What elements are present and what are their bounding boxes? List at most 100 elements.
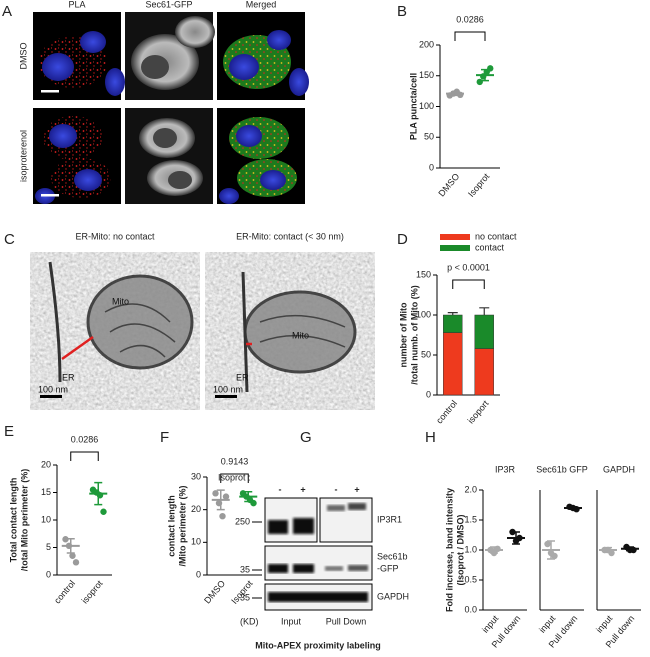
caption: Mito-APEX proximity labeling [255, 640, 381, 650]
panel-letter: C [4, 231, 15, 248]
error-bar [481, 68, 489, 82]
y-tick-label: 20 [191, 504, 201, 514]
x-tick-label: control [52, 578, 77, 605]
x-tick-label: DMSO [436, 171, 461, 198]
error-bar [479, 307, 490, 315]
y-tick-label: 0 [196, 569, 201, 579]
panel-letter: H [425, 429, 436, 446]
error-bar [244, 490, 253, 503]
em-title: ER-Mito: contact (< 30 nm) [236, 231, 344, 241]
x-tick-label: isoport [466, 398, 491, 426]
data-point [62, 536, 69, 543]
y-axis-label: /total Mito perimeter (%) [19, 469, 29, 572]
p-value: 0.9143 [221, 456, 249, 466]
image-pla-iso [33, 108, 121, 204]
x-tick-label: input [480, 613, 501, 635]
group-label: Input [281, 616, 302, 626]
data-point [544, 540, 551, 548]
column-label: Sec61-GFP [145, 0, 192, 9]
significance-bracket [220, 473, 249, 483]
y-tick-label: 10 [191, 537, 201, 547]
data-point [476, 78, 483, 86]
band-label: GAPDH [377, 591, 409, 601]
panel-letter: B [397, 3, 407, 20]
x-tick-label: input [594, 613, 615, 635]
data-point [69, 552, 76, 559]
data-point [212, 490, 219, 497]
significance-bracket [454, 31, 486, 41]
y-tick-label: 1.0 [464, 544, 477, 554]
y-tick-label: 20 [41, 459, 51, 469]
blot [252, 497, 373, 611]
group-label: Pull Down [326, 616, 367, 626]
y-tick-label: 200 [419, 39, 434, 49]
microscopy-grid [33, 12, 309, 204]
lane-label: - [279, 484, 282, 494]
bar-segment [474, 348, 494, 396]
data-point [551, 552, 558, 560]
error-bar [626, 546, 634, 552]
data-point [100, 508, 107, 515]
error-bar [66, 537, 75, 554]
panel-letter: A [2, 3, 12, 20]
lane-label: + [300, 484, 305, 494]
error-bar [512, 531, 520, 545]
image-sec-dmso [125, 12, 215, 100]
p-value: p < 0.0001 [447, 262, 490, 272]
image-merged-dmso [217, 12, 309, 100]
x-tick-label: isoprot [80, 578, 105, 606]
y-axis-label: /Mito perimeter (%) [177, 485, 187, 566]
x-tick-label: Isoprot [466, 171, 492, 199]
y-axis-label: contact length [166, 495, 176, 557]
marker-label: 250 [235, 516, 250, 526]
y-tick-label: 0.0 [464, 604, 477, 614]
em-scale: 100 nm [213, 384, 243, 394]
em-title: ER-Mito: no contact [75, 231, 155, 241]
band-label: IP3R1 [377, 514, 402, 524]
unit-label: (KD) [240, 616, 259, 626]
em-label-mito: Mito [112, 296, 129, 306]
y-tick-label: 0 [426, 389, 431, 399]
legend-swatch [440, 245, 470, 251]
em-label-mito: Mito [292, 330, 309, 340]
significance-bracket [70, 451, 99, 461]
error-bar [604, 546, 612, 554]
panel-letter: D [397, 231, 408, 248]
y-tick-label: 2.0 [464, 484, 477, 494]
y-axis-label: Total contact length [8, 478, 18, 563]
treatment-label: Isoprot : [218, 472, 251, 482]
x-tick-label: input [537, 613, 558, 635]
y-axis-label: /total numb. of Mito (%) [409, 285, 419, 384]
data-point [222, 493, 230, 500]
error-bar [216, 489, 225, 511]
y-tick-label: 0 [46, 569, 51, 579]
y-tick-label: 30 [191, 471, 201, 481]
y-axis-label: number of Mito [398, 302, 408, 367]
bar-segment [443, 314, 463, 333]
y-axis-label: Fold increase, band intensity [444, 488, 454, 612]
lane-label: + [354, 484, 359, 494]
y-axis-label: PLA puncta/cell [408, 73, 418, 140]
band-label: Sec61b [377, 551, 408, 561]
data-point [487, 65, 494, 72]
error-bar [451, 90, 459, 97]
significance-bracket [452, 279, 485, 289]
marker-label: 35 [240, 592, 250, 602]
data-point [219, 513, 226, 520]
panel-letter: G [300, 429, 312, 446]
bar-segment [443, 332, 463, 396]
chart-title: GAPDH [603, 464, 635, 474]
panel-letter: F [160, 429, 169, 446]
legend-swatch [440, 234, 470, 240]
chart-title: IP3R [495, 464, 516, 474]
marker-label: 35 [240, 564, 250, 574]
y-tick-label: 0.5 [464, 574, 477, 584]
em-label-er: ER [236, 372, 249, 382]
image-sec-iso [125, 108, 213, 204]
image-pla-dmso [33, 12, 125, 100]
y-tick-label: 100 [419, 101, 434, 111]
x-tick-label: DMSO [202, 578, 227, 605]
error-bar [490, 546, 498, 554]
y-tick-label: 15 [41, 487, 51, 497]
